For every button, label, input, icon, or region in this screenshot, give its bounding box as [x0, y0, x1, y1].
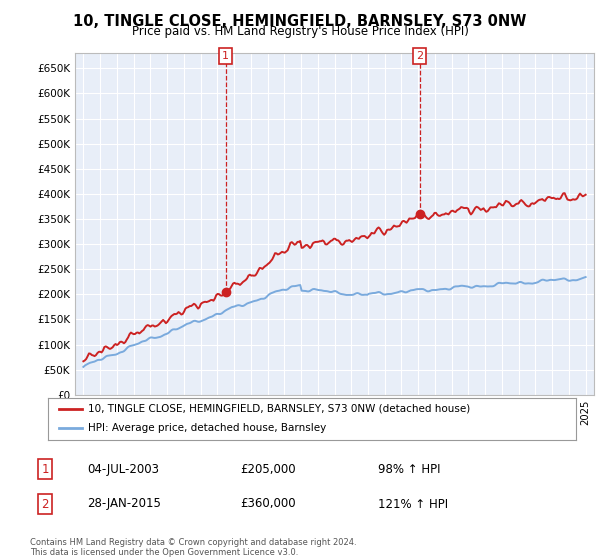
- Text: 2: 2: [41, 497, 49, 511]
- Text: 04-JUL-2003: 04-JUL-2003: [87, 463, 159, 476]
- Text: £205,000: £205,000: [240, 463, 296, 476]
- Text: Contains HM Land Registry data © Crown copyright and database right 2024.
This d: Contains HM Land Registry data © Crown c…: [30, 538, 356, 557]
- Text: 1: 1: [222, 51, 229, 60]
- Text: 10, TINGLE CLOSE, HEMINGFIELD, BARNSLEY, S73 0NW (detached house): 10, TINGLE CLOSE, HEMINGFIELD, BARNSLEY,…: [88, 404, 470, 414]
- Text: £360,000: £360,000: [240, 497, 296, 511]
- Text: 28-JAN-2015: 28-JAN-2015: [87, 497, 161, 511]
- Text: 1: 1: [41, 463, 49, 476]
- Text: 2: 2: [416, 51, 423, 60]
- Text: 98% ↑ HPI: 98% ↑ HPI: [378, 463, 440, 476]
- Text: Price paid vs. HM Land Registry's House Price Index (HPI): Price paid vs. HM Land Registry's House …: [131, 25, 469, 38]
- Text: HPI: Average price, detached house, Barnsley: HPI: Average price, detached house, Barn…: [88, 423, 326, 433]
- Text: 121% ↑ HPI: 121% ↑ HPI: [378, 497, 448, 511]
- Text: 10, TINGLE CLOSE, HEMINGFIELD, BARNSLEY, S73 0NW: 10, TINGLE CLOSE, HEMINGFIELD, BARNSLEY,…: [73, 14, 527, 29]
